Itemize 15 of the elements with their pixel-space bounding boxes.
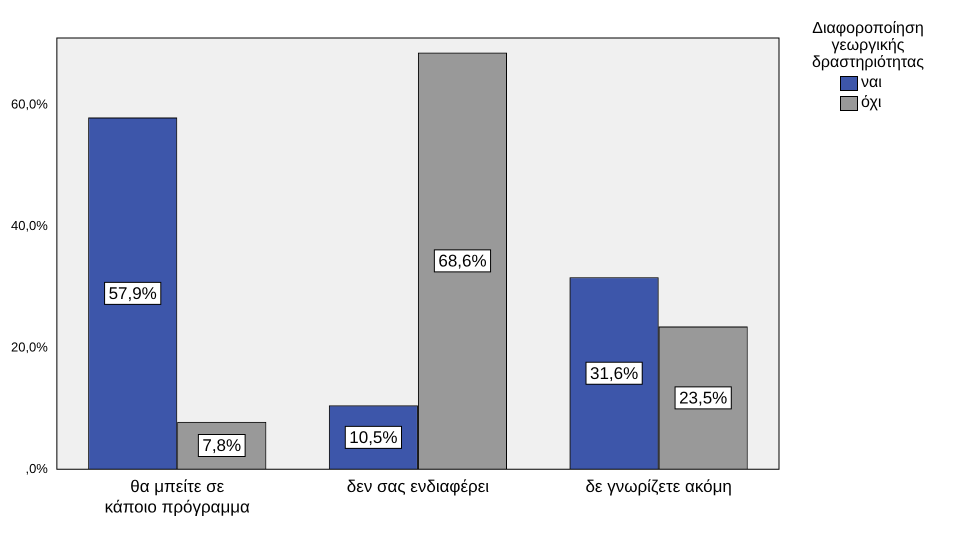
data-label: 68,6% (438, 252, 487, 271)
y-tick-label: 60,0% (10, 96, 48, 112)
x-tick-label: δεν σας ενδιαφέρει (346, 477, 490, 496)
data-label: 57,9% (108, 284, 157, 304)
y-tick-label: 20,0% (10, 339, 48, 354)
y-tick-label: 40,0% (10, 218, 48, 233)
x-tick-label: δε γνωρίζετε ακόμη (585, 477, 732, 496)
data-label: 31,6% (590, 364, 638, 383)
legend-label: όχι (861, 94, 882, 112)
data-label: 7,8% (202, 436, 242, 456)
data-label: 10,5% (349, 428, 398, 448)
data-label: 23,5% (679, 388, 728, 408)
legend-label: ναι (861, 74, 882, 92)
y-tick-label: ,0% (25, 460, 48, 476)
x-tick-label: θα μπείτε σε κάποιο πρόγραμμα (104, 477, 250, 516)
